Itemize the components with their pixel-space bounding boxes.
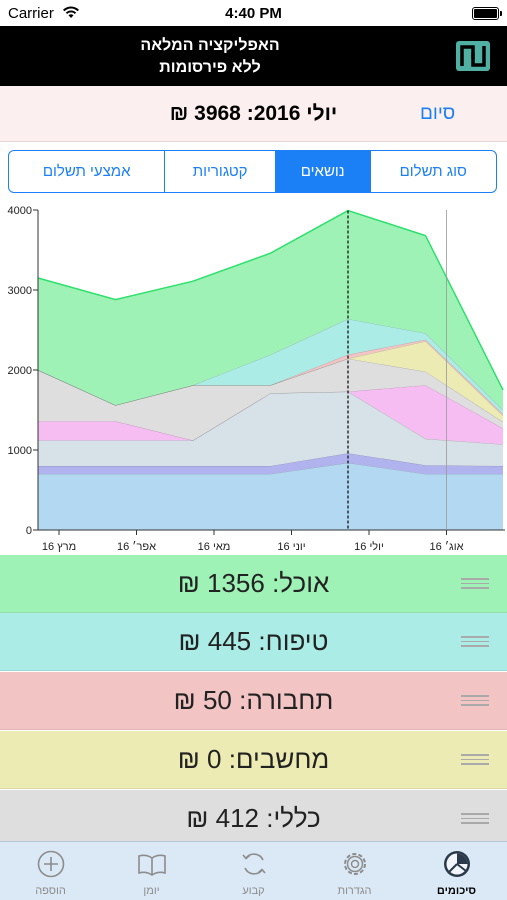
stacked-area-chart[interactable]: 0 1000 2000 3000 4000 מרץ 16 אפר׳ 16 מאי 16 יוני… [0,200,507,555]
segment-subjects[interactable]: נושאים [274,151,370,192]
view-segmented-control: אמצעי תשלום קטגוריות נושאים סוג תשלום [8,150,497,193]
x-tick-label: יולי 16 [354,540,384,553]
tab-label: קבוע [242,885,265,897]
area-series-5 [38,341,503,422]
summary-header: סיום יולי 2016: 3968 ₪ [0,86,507,142]
row-label: מחשבים: 0 ₪ [177,744,330,774]
series-line-8 [37,209,504,391]
carrier-label: Carrier [8,5,54,22]
tab-add[interactable]: הוספה [0,842,101,900]
area-series-2 [38,391,503,466]
segment-payment-type[interactable]: סוג תשלום [369,151,496,192]
drag-handle-icon[interactable] [461,578,489,590]
segment-categories[interactable]: קטגוריות [164,151,275,192]
x-tick-label: מאי 16 [198,541,231,553]
tab-journal[interactable]: יומן [101,842,202,900]
area-series-3 [38,385,503,445]
done-button[interactable]: סיום [420,103,456,124]
x-tick-label: יוני 16 [277,541,305,553]
area-series-8 [38,210,503,410]
row-label: תחבורה: 50 ₪ [173,685,334,715]
series-line-3 [38,384,504,441]
promo-banner[interactable]: האפליקציה המלאה ללא פירסומות [0,26,507,86]
wifi-icon [63,6,79,18]
status-bar: Carrier 4:40 PM [0,0,507,26]
refresh-icon [242,853,266,875]
drag-handle-icon[interactable] [461,636,489,648]
chart-svg: 0 1000 2000 3000 4000 מרץ 16 אפר׳ 16 מאי 16 יוני… [8,205,505,553]
x-tick-label: אפר׳ 16 [117,540,156,553]
clock: 4:40 PM [225,5,282,22]
x-tick-label: מרץ 16 [42,541,76,553]
area-series-0 [38,462,503,530]
book-icon [138,854,166,876]
gear-icon [344,853,366,875]
shekel-logo-icon [456,41,490,71]
y-tick-label: 4000 [8,205,32,217]
area-series-1 [38,453,503,474]
drag-handle-icon[interactable] [461,813,489,825]
area-series-4 [38,358,503,441]
summary-row-general[interactable]: כללי: 412 ₪ [0,790,507,848]
summary-row-transport[interactable]: תחבורה: 50 ₪ [0,672,507,730]
plus-circle-icon [37,850,65,878]
page-title: יולי 2016: 3968 ₪ [169,102,338,125]
tab-label: הוספה [35,885,66,897]
pie-chart-icon [444,851,470,877]
row-label: כללי: 412 ₪ [186,803,321,833]
x-tick-label: אוג׳ 16 [430,540,464,553]
tab-recurring[interactable]: קבוע [203,842,304,900]
banner-line-1: האפליקציה המלאה [140,37,280,54]
battery-icon [472,7,502,20]
y-tick-label: 0 [26,525,32,537]
y-tick-label: 1000 [8,445,32,457]
row-label: אוכל: 1356 ₪ [177,568,330,598]
y-tick-label: 3000 [8,285,32,297]
drag-handle-icon[interactable] [461,695,489,707]
tab-settings[interactable]: הגדרות [304,842,405,900]
tab-label: יומן [143,885,160,897]
banner-line-2: ללא פירסומות [159,59,261,76]
drag-handle-icon[interactable] [461,754,489,766]
summary-row-food[interactable]: אוכל: 1356 ₪ [0,555,507,613]
y-tick-label: 2000 [8,365,32,377]
tab-label: הגדרות [337,885,372,897]
area-series-7 [38,319,503,414]
tab-label: סיכומים [436,885,477,897]
summary-row-computers[interactable]: מחשבים: 0 ₪ [0,731,507,789]
tab-bar: סיכומים הגדרות קבוע יומן הוספה [0,841,507,900]
series-line-5 [37,340,504,416]
row-label: טיפוח: 445 ₪ [178,626,329,656]
tab-summaries[interactable]: סיכומים [406,842,507,900]
summary-row-grooming[interactable]: טיפוח: 445 ₪ [0,613,507,671]
segment-payment-method[interactable]: אמצעי תשלום [42,163,131,180]
